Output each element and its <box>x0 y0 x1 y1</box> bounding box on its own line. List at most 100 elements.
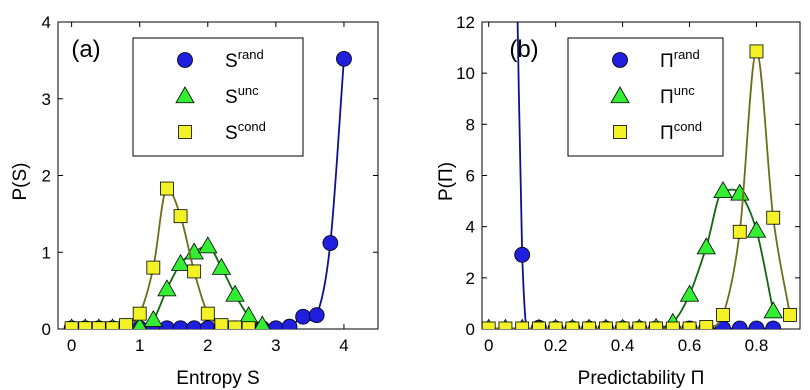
legend-label-sup: unc <box>674 83 695 98</box>
y-axis-label: P(Π) <box>436 162 457 201</box>
y-tick-label: 6 <box>466 167 475 186</box>
data-point <box>146 260 161 275</box>
data-point <box>731 320 748 329</box>
x-tick-label: 2 <box>203 336 212 355</box>
data-point <box>78 321 93 329</box>
x-tick-label: 0 <box>484 336 493 355</box>
y-tick-label: 4 <box>466 218 475 237</box>
data-point <box>732 224 747 239</box>
data-point <box>172 320 189 329</box>
data-point <box>64 321 79 329</box>
legend-label-base: Π <box>660 123 674 144</box>
data-point <box>336 50 352 67</box>
x-tick-label: 0.2 <box>544 336 568 355</box>
x-tick-label: 0.8 <box>745 336 769 355</box>
data-point <box>132 306 147 321</box>
legend-label: Sunc <box>225 83 259 108</box>
data-point <box>766 210 781 225</box>
data-point <box>241 321 256 329</box>
legend-label-sup: rand <box>238 47 264 62</box>
legend-box <box>132 37 304 157</box>
data-point <box>200 306 215 321</box>
legend-box <box>567 37 724 157</box>
legend-label-sup: unc <box>238 83 259 98</box>
y-tick-label: 1 <box>42 243 51 262</box>
x-tick-label: 4 <box>339 336 348 355</box>
data-point <box>615 321 630 329</box>
data-point <box>214 318 229 329</box>
data-point <box>532 321 546 329</box>
data-point <box>682 321 697 329</box>
x-tick-label: 1 <box>135 336 144 355</box>
data-point <box>170 253 191 271</box>
legend-marker <box>612 52 628 68</box>
legend-label: Πcond <box>660 119 702 144</box>
x-tick-label: 3 <box>271 336 280 355</box>
data-point <box>132 316 147 329</box>
data-point <box>228 320 242 329</box>
legend-marker <box>175 86 195 104</box>
data-point <box>713 181 733 199</box>
legend-label: Πunc <box>660 83 695 108</box>
y-tick-label: 3 <box>42 90 51 109</box>
legend-label-sup: cond <box>674 119 702 134</box>
data-point <box>173 209 188 224</box>
x-axis-label: Entropy S <box>176 368 259 389</box>
legend-label: Scond <box>225 119 266 144</box>
data-point <box>696 237 716 255</box>
data-point <box>143 309 164 327</box>
panel-label: (b) <box>509 36 538 63</box>
data-point <box>160 181 174 196</box>
data-point <box>498 321 513 329</box>
legend-label-base: S <box>225 51 238 72</box>
y-tick-label: 8 <box>466 115 475 134</box>
data-point <box>482 321 496 329</box>
legend-label-base: S <box>225 123 238 144</box>
legend-marker <box>178 125 192 139</box>
data-point <box>582 321 597 329</box>
legend-label-sup: rand <box>674 47 700 62</box>
y-tick-label: 4 <box>42 13 51 32</box>
data-point <box>632 321 647 329</box>
y-tick-label: 0 <box>466 320 475 339</box>
data-point <box>225 284 245 302</box>
legend-label: Srand <box>225 47 264 72</box>
data-point <box>679 284 700 302</box>
data-point <box>187 264 202 279</box>
data-point <box>254 315 271 329</box>
data-point <box>748 320 765 329</box>
x-tick-label: 0 <box>67 336 76 355</box>
legend-label-base: Π <box>660 51 674 72</box>
data-point <box>267 320 284 329</box>
legend-label: Πrand <box>660 47 700 72</box>
y-tick-label: 10 <box>456 64 475 83</box>
data-point <box>295 308 312 325</box>
panel-b: 00.20.40.60.81024681012Predictability ΠP… <box>436 13 801 389</box>
data-point <box>308 307 325 324</box>
data-point <box>157 279 177 297</box>
data-point <box>322 235 339 251</box>
data-point <box>699 320 714 329</box>
data-point <box>783 308 797 322</box>
legend-label-base: Π <box>660 87 674 108</box>
x-tick-label: 0.6 <box>678 336 702 355</box>
x-tick-label: 0.4 <box>611 336 635 355</box>
legend-label-base: S <box>225 87 238 108</box>
y-axis-label: P(S) <box>10 163 31 201</box>
data-point <box>565 321 580 329</box>
data-point <box>749 44 764 59</box>
data-point <box>211 257 232 275</box>
data-point <box>186 320 203 329</box>
data-point <box>765 320 782 329</box>
panel-label: (a) <box>71 36 100 63</box>
legend-marker <box>610 86 630 104</box>
data-point <box>515 321 530 329</box>
data-point <box>548 321 563 329</box>
series-cond <box>482 44 797 329</box>
data-point <box>649 321 663 329</box>
legend-label-sup: cond <box>238 119 266 134</box>
